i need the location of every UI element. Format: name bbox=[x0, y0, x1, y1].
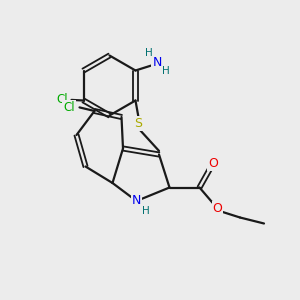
Text: O: O bbox=[208, 157, 218, 170]
Text: N: N bbox=[132, 194, 141, 208]
Text: O: O bbox=[213, 202, 222, 215]
Text: H: H bbox=[162, 66, 170, 76]
Text: H: H bbox=[145, 47, 153, 58]
Text: Cl: Cl bbox=[56, 93, 68, 106]
Text: H: H bbox=[142, 206, 150, 216]
Text: N: N bbox=[152, 56, 162, 70]
Text: Cl: Cl bbox=[63, 101, 75, 114]
Text: S: S bbox=[134, 117, 142, 130]
